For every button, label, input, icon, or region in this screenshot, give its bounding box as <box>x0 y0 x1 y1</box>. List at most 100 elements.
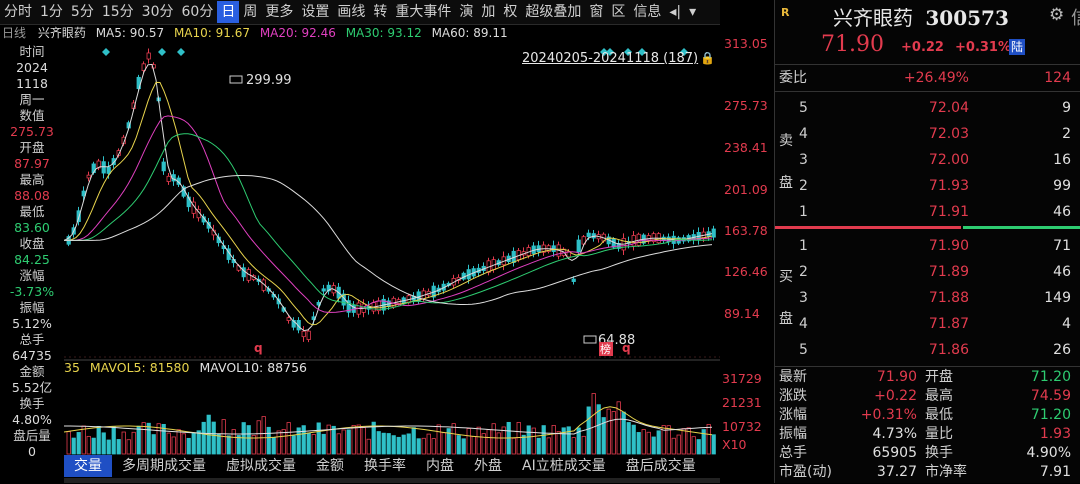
quote-panel: R 兴齐眼药 300573 ⚙ 信 71.90 +0.22 +0.31% 陆 委… <box>774 0 1080 483</box>
indicator-tab[interactable]: 交量 <box>64 455 112 477</box>
toolbar-item-5[interactable]: 60分 <box>181 4 214 20</box>
indicator-tab[interactable]: 换手率 <box>364 458 406 474</box>
indicator-tab[interactable]: 虚拟成交量 <box>226 458 296 474</box>
buy-row[interactable]: 1 71.90 71 <box>775 234 1080 258</box>
stat-label: 涨跌 <box>779 388 807 404</box>
sell-row[interactable]: 2 71.93 99 <box>775 174 1080 198</box>
volume-tick: X10 <box>722 437 747 452</box>
volume-info: 35 MAVOL5: 81580 MAVOL10: 88756 <box>64 360 307 375</box>
bottom-scrollbar[interactable] <box>64 478 720 483</box>
indicator-tab[interactable]: AI立桩成交量 <box>522 458 606 474</box>
toolbar-item-0[interactable]: 分时 <box>4 4 32 20</box>
volume-bar <box>321 433 326 455</box>
volume-bar <box>131 431 136 455</box>
indicator-tabs: 交量 多周期成交量 虚拟成交量 金额 换手率 内盘 外盘 AI立桩成交量 盘后成交量 <box>64 455 720 477</box>
indicator-tab[interactable]: 金额 <box>316 458 344 474</box>
sell-row[interactable]: 4 72.03 2 <box>775 122 1080 146</box>
open-label: 开盘 <box>19 140 45 155</box>
toolbar-item-13[interactable]: 演 <box>459 4 474 20</box>
indicator-tab[interactable]: 外盘 <box>474 458 502 474</box>
stat-label: 涨幅 <box>779 407 807 423</box>
candle-body <box>711 228 716 238</box>
ma60-label: MA60: 89.11 <box>431 26 508 40</box>
toolbar-item-20[interactable]: ◂| <box>669 4 682 20</box>
indicator-tab[interactable]: 盘后成交量 <box>625 458 696 474</box>
toolbar-item-21[interactable]: ▾ <box>689 4 697 20</box>
low-value: 83.60 <box>14 220 50 235</box>
toolbar-item-18[interactable]: 区 <box>611 4 626 20</box>
volume-bar <box>136 425 141 455</box>
toolbar-item-14[interactable]: 加 <box>481 4 496 20</box>
high-label: 最高 <box>19 172 45 187</box>
weekday-value: 周一 <box>19 92 45 107</box>
sell-level: 4 <box>799 126 808 142</box>
toolbar-item-6[interactable]: 日 <box>217 1 240 23</box>
date-range-label[interactable]: 20240205-20241118 (187) <box>522 51 699 66</box>
volume-bar <box>451 423 456 455</box>
buy-row[interactable]: 5 71.86 26 <box>775 338 1080 362</box>
sell-price: 71.93 <box>928 178 969 194</box>
toolbar-item-19[interactable]: 信息 <box>633 4 662 20</box>
year-value: 2024 <box>16 60 48 75</box>
volume-bar <box>406 433 411 455</box>
toolbar-item-4[interactable]: 30分 <box>141 4 174 20</box>
candle-body <box>291 320 296 328</box>
toolbar-item-2[interactable]: 5分 <box>70 4 94 20</box>
toolbar-item-3[interactable]: 15分 <box>101 4 134 20</box>
volume-bar <box>646 431 651 455</box>
toolbar-item-10[interactable]: 画线 <box>337 4 366 20</box>
stat-label: 市净率 <box>925 464 967 480</box>
toolbar-item-7[interactable]: 周 <box>243 4 258 20</box>
amplitude-value: 5.12% <box>12 316 52 331</box>
close-value: 84.25 <box>14 252 50 267</box>
sell-row[interactable]: 1 71.91 46 <box>775 200 1080 224</box>
volume-bar <box>591 393 596 455</box>
buy-volume: 4 <box>1062 316 1071 332</box>
volume-bar <box>681 428 686 455</box>
sell-row[interactable]: 3 72.00 16 <box>775 148 1080 172</box>
high-price-label: 299.99 <box>246 73 292 88</box>
volume-bar <box>661 425 666 455</box>
buy-row[interactable]: 4 71.87 4 <box>775 312 1080 336</box>
last-price: 71.90 <box>821 32 884 57</box>
toolbar-item-9[interactable]: 设置 <box>301 4 330 20</box>
candle-body <box>106 166 111 174</box>
volume-bar <box>306 432 311 455</box>
volume-bar <box>696 439 701 455</box>
toolbar-item-17[interactable]: 窗 <box>589 4 604 20</box>
toolbar-item-12[interactable]: 重大事件 <box>395 4 452 20</box>
volume-bar <box>626 422 631 455</box>
indicator-tab[interactable]: 内盘 <box>426 458 454 474</box>
indicator-tab[interactable]: 多周期成交量 <box>122 458 206 474</box>
settings-icon[interactable]: ⚙ <box>1049 5 1065 25</box>
toolbar-item-8[interactable]: 更多 <box>265 4 294 20</box>
stats-row: 涨幅 +0.31% 最低 71.20 <box>775 406 1080 425</box>
volume-bar <box>671 437 676 455</box>
event-marker <box>606 48 614 56</box>
toolbar-item-1[interactable]: 1分 <box>40 4 63 20</box>
event-marker <box>177 48 185 56</box>
volume-bar <box>236 435 241 455</box>
toolbar-item-15[interactable]: 权 <box>503 4 518 20</box>
sell-row[interactable]: 5 72.04 9 <box>775 96 1080 120</box>
volume-bar <box>571 437 576 455</box>
volume-bar <box>216 433 221 455</box>
sell-volume: 16 <box>1053 152 1071 168</box>
buy-level: 1 <box>799 238 808 254</box>
toolbar-item-16[interactable]: 超级叠加 <box>525 4 582 20</box>
volume-bar <box>311 433 316 455</box>
volume-bar <box>426 433 431 455</box>
toolbar-item-11[interactable]: 转 <box>373 4 388 20</box>
buy-row[interactable]: 2 71.89 46 <box>775 260 1080 284</box>
volume-bar <box>226 435 231 455</box>
buy-volume: 46 <box>1053 264 1071 280</box>
q-marker: q <box>254 341 263 355</box>
volume-bar <box>476 426 481 455</box>
volume-bar <box>356 424 361 455</box>
volume-bar <box>281 429 286 455</box>
volume-bar <box>576 427 581 455</box>
lock-icon[interactable]: 🔒 <box>700 51 715 65</box>
buy-row[interactable]: 3 71.88 149 <box>775 286 1080 310</box>
price-tick: 313.05 <box>724 36 768 51</box>
